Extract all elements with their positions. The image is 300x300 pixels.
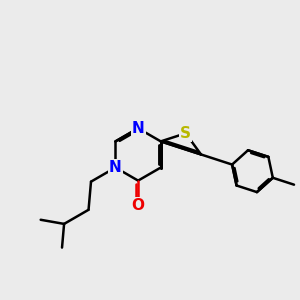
- Text: O: O: [132, 198, 145, 213]
- Text: S: S: [180, 126, 191, 141]
- Text: N: N: [109, 160, 122, 175]
- Text: N: N: [132, 121, 145, 136]
